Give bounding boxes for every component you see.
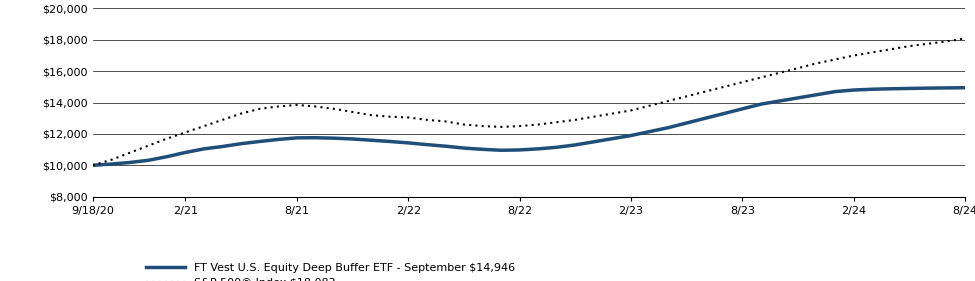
Legend: FT Vest U.S. Equity Deep Buffer ETF - September $14,946, S&P 500® Index $18,083: FT Vest U.S. Equity Deep Buffer ETF - Se… — [141, 259, 520, 281]
